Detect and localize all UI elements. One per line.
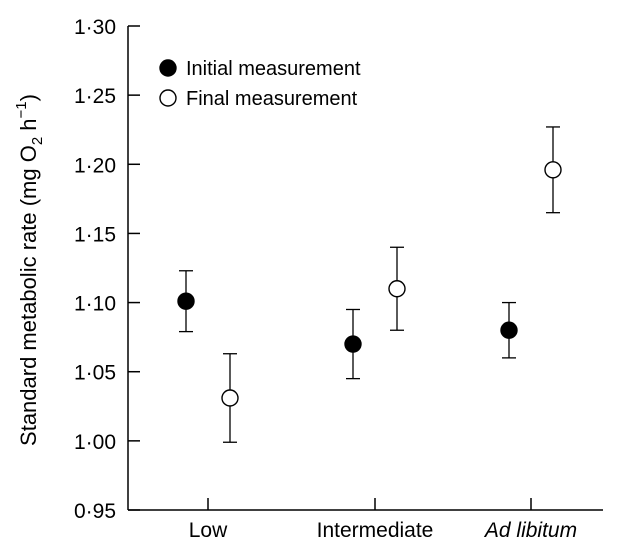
legend-label: Initial measurement xyxy=(186,58,361,80)
x-axis-ticks: Low Intermediate Ad libitum xyxy=(189,498,577,541)
y-axis-label: Standard metabolic rate (mg O2 h−1) xyxy=(13,94,46,446)
y-tick-label: 1·10 xyxy=(74,293,116,316)
axes xyxy=(127,26,603,511)
y-tick-label: 1·25 xyxy=(74,85,116,108)
x-tick-label: Ad libitum xyxy=(483,519,577,541)
x-tick-label: Intermediate xyxy=(317,519,434,541)
legend-label: Final measurement xyxy=(186,88,358,110)
legend: Initial measurement Final measurement xyxy=(159,58,361,110)
y-tick-label: 1·15 xyxy=(74,223,116,246)
y-axis-label-close: ) xyxy=(16,94,41,101)
y-tick-label: 1·00 xyxy=(74,431,116,454)
data-point-initial xyxy=(344,335,362,353)
data-point-initial xyxy=(500,321,518,339)
data-point-final xyxy=(544,161,562,179)
data-point-initial xyxy=(177,292,195,310)
y-axis-label-superscript: −1 xyxy=(13,101,30,118)
data-point-final xyxy=(388,280,406,298)
y-axis-ticks: 0·95 1·00 1·05 1·10 1·15 1·20 1·25 1·30 xyxy=(74,16,140,523)
y-tick-label: 1·20 xyxy=(74,154,116,177)
y-tick-label: 1·05 xyxy=(74,362,116,385)
data-marks xyxy=(177,126,562,443)
y-tick-label: 1·30 xyxy=(74,16,116,39)
y-axis-label-main: Standard metabolic rate (mg O xyxy=(16,145,41,446)
x-tick-label: Low xyxy=(189,519,228,541)
legend-marker-final xyxy=(159,89,177,107)
y-axis-label-subscript: 2 xyxy=(29,137,46,145)
legend-marker-initial xyxy=(159,59,177,77)
y-tick-label: 0·95 xyxy=(74,500,116,523)
y-axis-label-mid: h xyxy=(16,118,41,136)
data-point-final xyxy=(221,389,239,407)
